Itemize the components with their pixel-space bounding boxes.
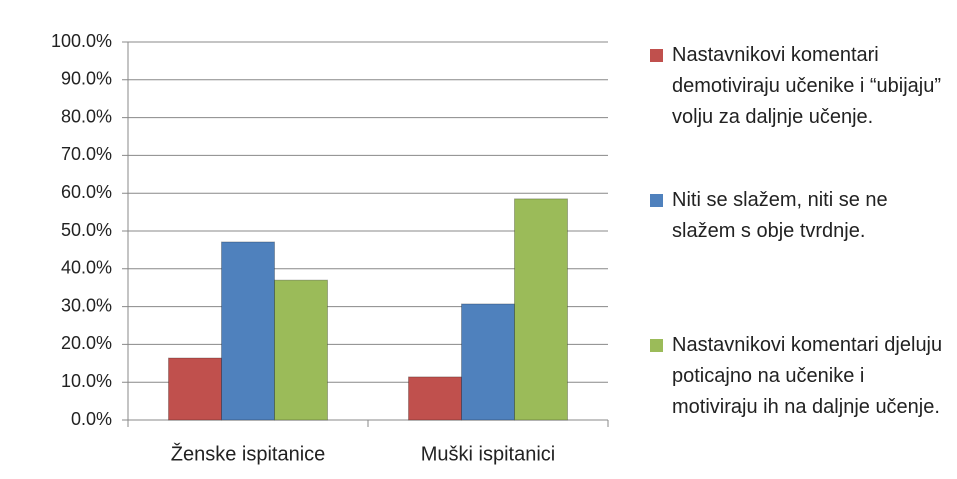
- y-tick-label: 40.0%: [61, 258, 112, 278]
- bar: [408, 376, 462, 421]
- y-tick-label: 20.0%: [61, 333, 112, 353]
- bar: [274, 279, 328, 421]
- y-tick-label: 10.0%: [61, 371, 112, 391]
- bar: [221, 241, 275, 421]
- bar: [168, 357, 222, 421]
- bar: [514, 198, 568, 421]
- legend-label: Nastavnikovi komentari djeluju poticajno…: [672, 334, 943, 418]
- x-tick-label: Ženske ispitanice: [171, 442, 326, 465]
- y-tick-label: 90.0%: [61, 69, 112, 89]
- y-tick-label: 30.0%: [61, 295, 112, 315]
- bar: [461, 303, 515, 421]
- x-tick-label: Muški ispitanici: [421, 443, 555, 465]
- legend-swatch: [650, 194, 663, 207]
- legend-swatch: [650, 49, 663, 62]
- y-tick-label: 100.0%: [51, 31, 112, 51]
- y-tick-label: 70.0%: [61, 144, 112, 164]
- legend-entry: Nastavnikovi komentari demotiviraju učen…: [650, 40, 950, 133]
- y-tick-label: 80.0%: [61, 106, 112, 126]
- y-tick-label: 50.0%: [61, 220, 112, 240]
- y-tick-label: 60.0%: [61, 182, 112, 202]
- y-tick-label: 0.0%: [71, 409, 112, 429]
- legend-swatch: [650, 339, 663, 352]
- legend-label: Nastavnikovi komentari demotiviraju učen…: [672, 44, 942, 128]
- legend-entry: Niti se slažem, niti se ne slažem s obje…: [650, 185, 950, 247]
- legend-entry: Nastavnikovi komentari djeluju poticajno…: [650, 330, 950, 423]
- legend-label: Niti se slažem, niti se ne slažem s obje…: [672, 189, 888, 242]
